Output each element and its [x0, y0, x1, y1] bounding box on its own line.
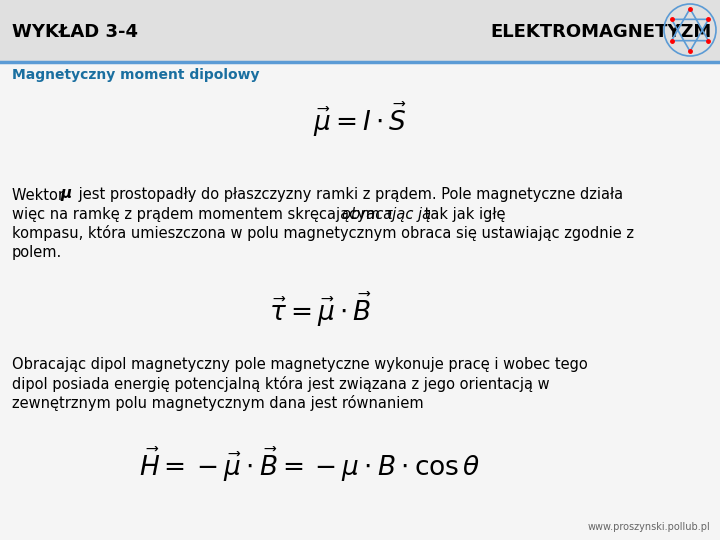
Text: obracając ją: obracając ją — [342, 206, 431, 221]
Text: Wektor: Wektor — [12, 187, 68, 202]
Text: $\vec{H} = -\vec{\mu} \cdot \vec{B} = -\mu \cdot B \cdot \cos\theta$: $\vec{H} = -\vec{\mu} \cdot \vec{B} = -\… — [139, 446, 481, 484]
Text: $\boldsymbol{\mu}$: $\boldsymbol{\mu}$ — [60, 187, 73, 203]
Text: Magnetyczny moment dipolowy: Magnetyczny moment dipolowy — [12, 68, 259, 82]
Text: polem.: polem. — [12, 245, 62, 260]
Text: WYKŁAD 3-4: WYKŁAD 3-4 — [12, 23, 138, 41]
Bar — [0, 0, 720, 62]
Text: jest prostopadły do płaszczyzny ramki z prądem. Pole magnetyczne działa: jest prostopadły do płaszczyzny ramki z … — [74, 187, 623, 202]
Text: $\vec{\tau} = \vec{\mu} \cdot \vec{B}$: $\vec{\tau} = \vec{\mu} \cdot \vec{B}$ — [269, 291, 372, 329]
Text: kompasu, która umieszczona w polu magnetycznym obraca się ustawiając zgodnie z: kompasu, która umieszczona w polu magnet… — [12, 225, 634, 241]
Text: zewnętrznym polu magnetycznym dana jest równaniem: zewnętrznym polu magnetycznym dana jest … — [12, 395, 423, 411]
Text: www.proszynski.pollub.pl: www.proszynski.pollub.pl — [588, 522, 710, 532]
Text: $\vec{\mu} = I \cdot \vec{S}$: $\vec{\mu} = I \cdot \vec{S}$ — [313, 101, 407, 139]
Text: tak jak igłę: tak jak igłę — [420, 206, 505, 221]
Text: Obracając dipol magnetyczny pole magnetyczne wykonuje pracę i wobec tego: Obracając dipol magnetyczny pole magnety… — [12, 357, 588, 373]
Text: dipol posiada energię potencjalną która jest związana z jego orientacją w: dipol posiada energię potencjalną która … — [12, 376, 549, 392]
Text: ELEKTROMAGNETYZM: ELEKTROMAGNETYZM — [490, 23, 711, 41]
Text: więc na ramkę z prądem momentem skręcającym τ: więc na ramkę z prądem momentem skręcają… — [12, 206, 398, 221]
